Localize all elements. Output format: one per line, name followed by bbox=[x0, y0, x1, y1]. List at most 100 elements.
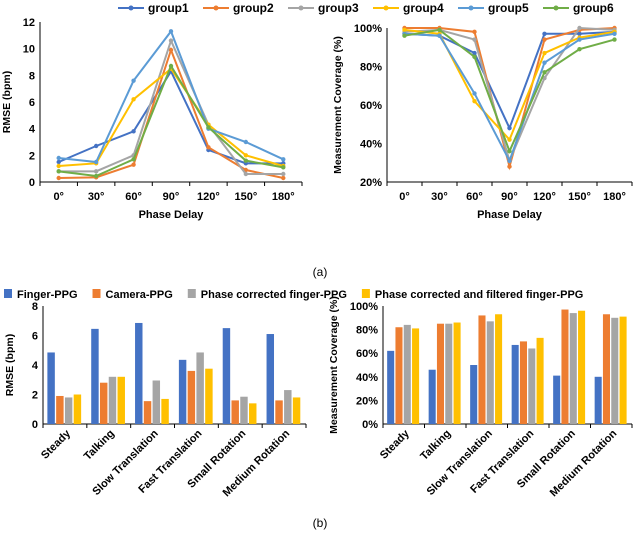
bar-1 bbox=[275, 400, 283, 424]
bar-1 bbox=[561, 309, 569, 424]
bar-0 bbox=[511, 344, 519, 424]
y-tick-label: 0% bbox=[362, 419, 378, 431]
bar-3 bbox=[412, 328, 420, 424]
bar-1 bbox=[231, 400, 239, 424]
data-point-group6 bbox=[168, 63, 174, 69]
data-point-group4 bbox=[56, 163, 61, 169]
legend-label: Phase corrected finger-PPG bbox=[201, 289, 347, 301]
x-tick-label: 30° bbox=[88, 191, 105, 203]
bar-1 bbox=[602, 314, 611, 424]
y-tick-label: 40% bbox=[356, 372, 378, 384]
series-line-group3 bbox=[58, 37, 284, 175]
bar-2 bbox=[403, 324, 411, 424]
bar-2 bbox=[486, 321, 494, 424]
bar-2 bbox=[240, 396, 248, 424]
y-tick-label: 10 bbox=[23, 44, 35, 56]
x-tick-label: 60° bbox=[466, 191, 483, 203]
bar-1 bbox=[395, 327, 403, 424]
x-tick-label: 180° bbox=[603, 191, 626, 203]
y-tick-label: 4 bbox=[29, 124, 36, 136]
data-point-group2 bbox=[507, 164, 512, 169]
data-point-group1 bbox=[507, 125, 512, 131]
data-point-group1 bbox=[577, 31, 582, 36]
bar-0 bbox=[222, 328, 231, 424]
data-point-group4 bbox=[243, 153, 249, 158]
data-point-group2 bbox=[56, 175, 61, 181]
data-point-group3 bbox=[168, 38, 174, 43]
bar-0 bbox=[387, 350, 395, 424]
data-point-group6 bbox=[281, 165, 286, 170]
y-tick-label: 80% bbox=[356, 325, 378, 337]
data-point-group1 bbox=[131, 129, 136, 134]
data-point-group5 bbox=[437, 33, 442, 38]
legend-label: Phase corrected and filtered finger-PPG bbox=[375, 289, 583, 301]
y-tick-label: 2 bbox=[29, 150, 35, 162]
data-point-group6 bbox=[612, 37, 617, 42]
x-tick-label: 150° bbox=[568, 191, 591, 203]
legend-swatch bbox=[92, 289, 101, 298]
bar-0 bbox=[47, 352, 55, 424]
legend-label: group5 bbox=[488, 1, 529, 15]
y-tick-label: 0 bbox=[32, 419, 38, 431]
bar-2 bbox=[528, 348, 536, 424]
legend-marker bbox=[128, 5, 134, 11]
caption-a: (a) bbox=[313, 265, 328, 279]
data-point-group6 bbox=[507, 149, 512, 154]
legend-label: Finger-PPG bbox=[17, 289, 78, 301]
legend-top: group1 group2 group3 group4 group5 group6 bbox=[118, 1, 614, 15]
legend-marker bbox=[213, 5, 219, 11]
data-point-group5 bbox=[542, 60, 547, 65]
data-point-group6 bbox=[93, 173, 99, 179]
data-point-group5 bbox=[612, 31, 617, 36]
data-point-group5 bbox=[56, 155, 61, 161]
data-point-group6 bbox=[542, 70, 547, 75]
bar-2 bbox=[196, 352, 204, 424]
series-line-group4 bbox=[404, 28, 615, 142]
legend-label: group4 bbox=[403, 1, 444, 15]
y-tick-label: 12 bbox=[23, 17, 35, 29]
bar-3 bbox=[117, 376, 125, 424]
bar-0 bbox=[428, 369, 436, 424]
data-point-group2 bbox=[206, 145, 211, 150]
y-tick-label: 6 bbox=[29, 97, 35, 109]
x-tick-label: 0° bbox=[53, 191, 64, 203]
data-point-group4 bbox=[507, 137, 512, 142]
x-axis-label: Phase Delay bbox=[139, 209, 205, 221]
data-point-group5 bbox=[507, 158, 512, 164]
bar-2 bbox=[64, 397, 73, 424]
data-point-group1 bbox=[542, 31, 547, 36]
coverage-line-chart: 20% 40% 60% 80% 100% 0° 30° 60° 90° 120° 150° 180° M… bbox=[332, 23, 633, 221]
bar-3 bbox=[73, 394, 82, 424]
bar-3 bbox=[578, 310, 586, 424]
data-point-group1 bbox=[472, 50, 477, 56]
bar-1 bbox=[56, 395, 64, 424]
bar-1 bbox=[478, 315, 486, 424]
data-point-group5 bbox=[93, 159, 99, 165]
data-point-group4 bbox=[131, 97, 136, 102]
x-tick-label: Steady bbox=[39, 427, 74, 462]
legend-swatch bbox=[4, 289, 12, 298]
bar-0 bbox=[135, 322, 143, 424]
y-tick-label: 6 bbox=[32, 331, 38, 343]
bar-3 bbox=[292, 397, 301, 424]
x-tick-label: 90° bbox=[163, 191, 180, 203]
y-axis-label: Measurement Coverage (%) bbox=[332, 36, 344, 174]
y-tick-label: 100% bbox=[354, 23, 382, 35]
bar-2 bbox=[284, 390, 292, 424]
y-tick-label: 4 bbox=[32, 360, 39, 372]
bar-1 bbox=[143, 401, 152, 424]
y-tick-label: 8 bbox=[32, 301, 38, 313]
legend-marker bbox=[553, 5, 559, 11]
data-point-group6 bbox=[402, 33, 407, 38]
y-tick-label: 60% bbox=[360, 100, 382, 112]
data-point-group3 bbox=[472, 37, 477, 42]
series-line-group6 bbox=[58, 63, 284, 178]
x-tick-label: Talking bbox=[418, 428, 453, 463]
y-axis-label: Measurement Coverage (%) bbox=[328, 296, 340, 434]
data-point-group6 bbox=[131, 157, 136, 162]
legend-label: group6 bbox=[573, 1, 614, 15]
legend-label: group1 bbox=[148, 1, 189, 15]
data-point-group6 bbox=[56, 169, 61, 174]
